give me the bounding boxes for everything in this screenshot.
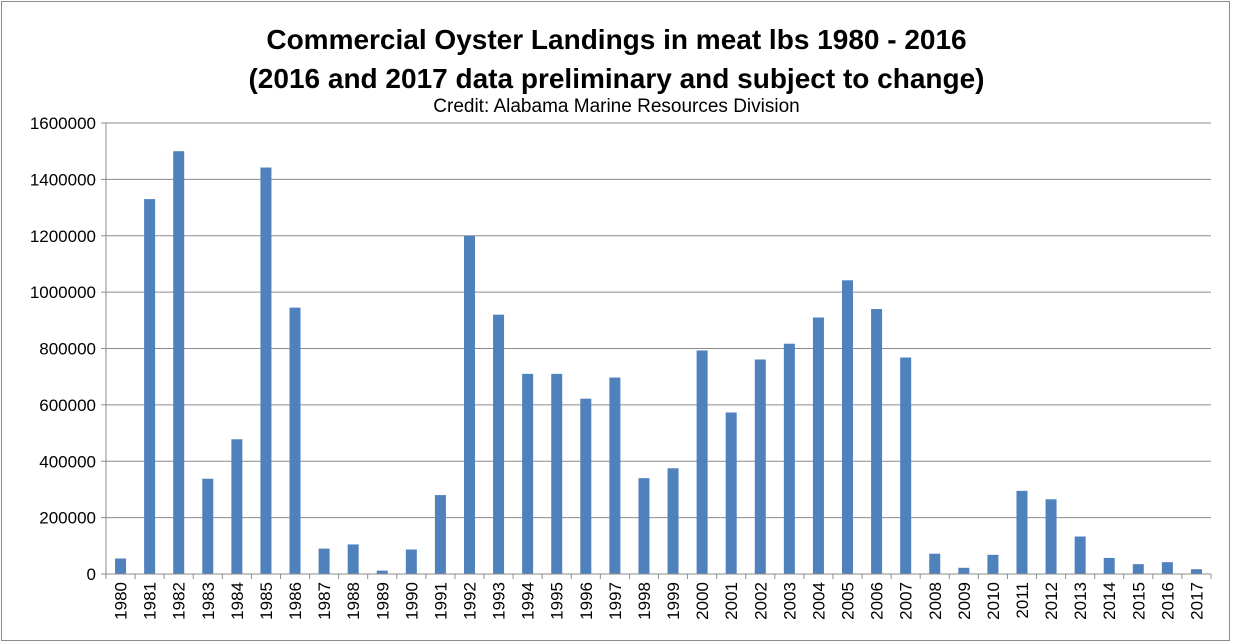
bar-1990: [405, 549, 417, 574]
bar-1996: [580, 398, 592, 574]
gridlines: [106, 122, 1211, 519]
x-tick-label: 1985: [257, 582, 276, 620]
x-tick-label: 1999: [664, 582, 683, 620]
axes: [101, 122, 1212, 579]
x-tick-label: 1984: [228, 582, 247, 620]
x-tick-label: 1997: [606, 582, 625, 620]
x-tick-label: 1994: [519, 582, 538, 620]
x-tick-label: 2013: [1071, 582, 1090, 620]
bar-1982: [173, 151, 185, 574]
x-tick-label: 1986: [286, 582, 305, 620]
bar-1987: [318, 548, 330, 574]
x-tick-label: 1996: [577, 582, 596, 620]
bar-1997: [609, 377, 621, 574]
x-tick-label: 2014: [1100, 582, 1119, 620]
bar-2016: [1161, 562, 1173, 574]
x-tick-label: 2002: [751, 582, 770, 620]
y-tick-label: 0: [87, 565, 96, 584]
x-tick-label: 2000: [693, 582, 712, 620]
bar-2014: [1103, 557, 1115, 574]
x-tick-label: 2005: [839, 582, 858, 620]
bar-1993: [493, 314, 505, 574]
x-tick-label: 1981: [141, 582, 160, 620]
x-tick-label: 2001: [722, 582, 741, 620]
bar-1991: [434, 495, 446, 574]
bar-2007: [900, 357, 912, 574]
bar-1998: [638, 478, 650, 574]
y-tick-label: 400000: [39, 452, 96, 471]
x-tick-label: 1993: [490, 582, 509, 620]
bar-2004: [812, 317, 824, 574]
bar-2011: [1016, 490, 1028, 574]
chart-title-line-1: Commercial Oyster Landings in meat lbs 1…: [266, 24, 967, 55]
bar-2017: [1190, 569, 1202, 574]
bar-1988: [347, 544, 359, 574]
bar-2009: [958, 567, 970, 574]
bar-1984: [231, 439, 243, 574]
bar-2002: [754, 359, 766, 574]
y-tick-label: 1400000: [30, 170, 96, 189]
x-tick-label: 2011: [1013, 582, 1032, 619]
x-tick-label: 2010: [984, 582, 1003, 620]
bar-2000: [696, 350, 708, 574]
chart-title: Commercial Oyster Landings in meat lbs 1…: [0, 20, 1233, 98]
x-tick-label: 1988: [344, 582, 363, 620]
bar-1980: [115, 558, 127, 574]
bar-1999: [667, 468, 679, 574]
y-tick-label: 1600000: [30, 114, 96, 133]
bar-2013: [1074, 536, 1086, 574]
bar-1981: [144, 199, 156, 574]
bar-2015: [1132, 564, 1144, 574]
x-tick-label: 1998: [635, 582, 654, 620]
x-tick-label: 2003: [780, 582, 799, 620]
bar-1992: [463, 235, 475, 574]
bar-2003: [783, 343, 795, 574]
x-tick-label: 1982: [170, 582, 189, 620]
x-tick-label: 2009: [955, 582, 974, 620]
x-tick-label: 2006: [868, 582, 887, 620]
bar-2001: [725, 412, 737, 574]
x-tick-label: 1987: [315, 582, 334, 620]
x-tick-label: 1980: [112, 582, 131, 620]
x-tick-label: 2016: [1158, 582, 1177, 620]
x-tick-label: 1992: [460, 582, 479, 620]
bar-1994: [522, 373, 534, 574]
x-tick-label: 2017: [1187, 582, 1206, 620]
x-axis-tick-labels: 1980 1981 1982 1983 1984 1985 1986 1987 1988 1989…: [112, 582, 1207, 620]
bar-1983: [202, 478, 214, 574]
y-tick-label: 1000000: [30, 283, 96, 302]
x-tick-label: 2015: [1129, 582, 1148, 620]
chart-credit: Credit: Alabama Marine Resources Divisio…: [433, 96, 800, 117]
y-axis-tick-labels: 0 200000 400000 600000 800000 1000000 1200000 1…: [30, 114, 96, 584]
x-tick-label: 1995: [548, 582, 567, 620]
bars: [115, 151, 1202, 574]
bar-2006: [871, 309, 883, 574]
y-tick-label: 800000: [39, 340, 96, 359]
x-tick-label: 2008: [926, 582, 945, 620]
y-tick-label: 200000: [39, 509, 96, 528]
bar-2010: [987, 554, 999, 574]
bar-2012: [1045, 499, 1057, 574]
x-tick-label: 1989: [373, 582, 392, 620]
y-tick-label: 600000: [39, 396, 96, 415]
bar-1985: [260, 167, 272, 574]
x-tick-label: 1983: [199, 582, 218, 620]
x-tick-label: 2004: [809, 582, 828, 620]
x-tick-label: 2007: [897, 582, 916, 620]
bar-2008: [929, 553, 941, 574]
x-tick-label: 1991: [431, 582, 450, 620]
bar-1995: [551, 373, 563, 574]
x-tick-label: 2012: [1042, 582, 1061, 620]
chart-title-line-2: (2016 and 2017 data preliminary and subj…: [248, 63, 985, 94]
bar-2005: [842, 280, 854, 574]
bar-1986: [289, 307, 301, 574]
x-tick-label: 1990: [402, 582, 421, 620]
y-tick-label: 1200000: [30, 227, 96, 246]
bar-1989: [376, 570, 388, 574]
